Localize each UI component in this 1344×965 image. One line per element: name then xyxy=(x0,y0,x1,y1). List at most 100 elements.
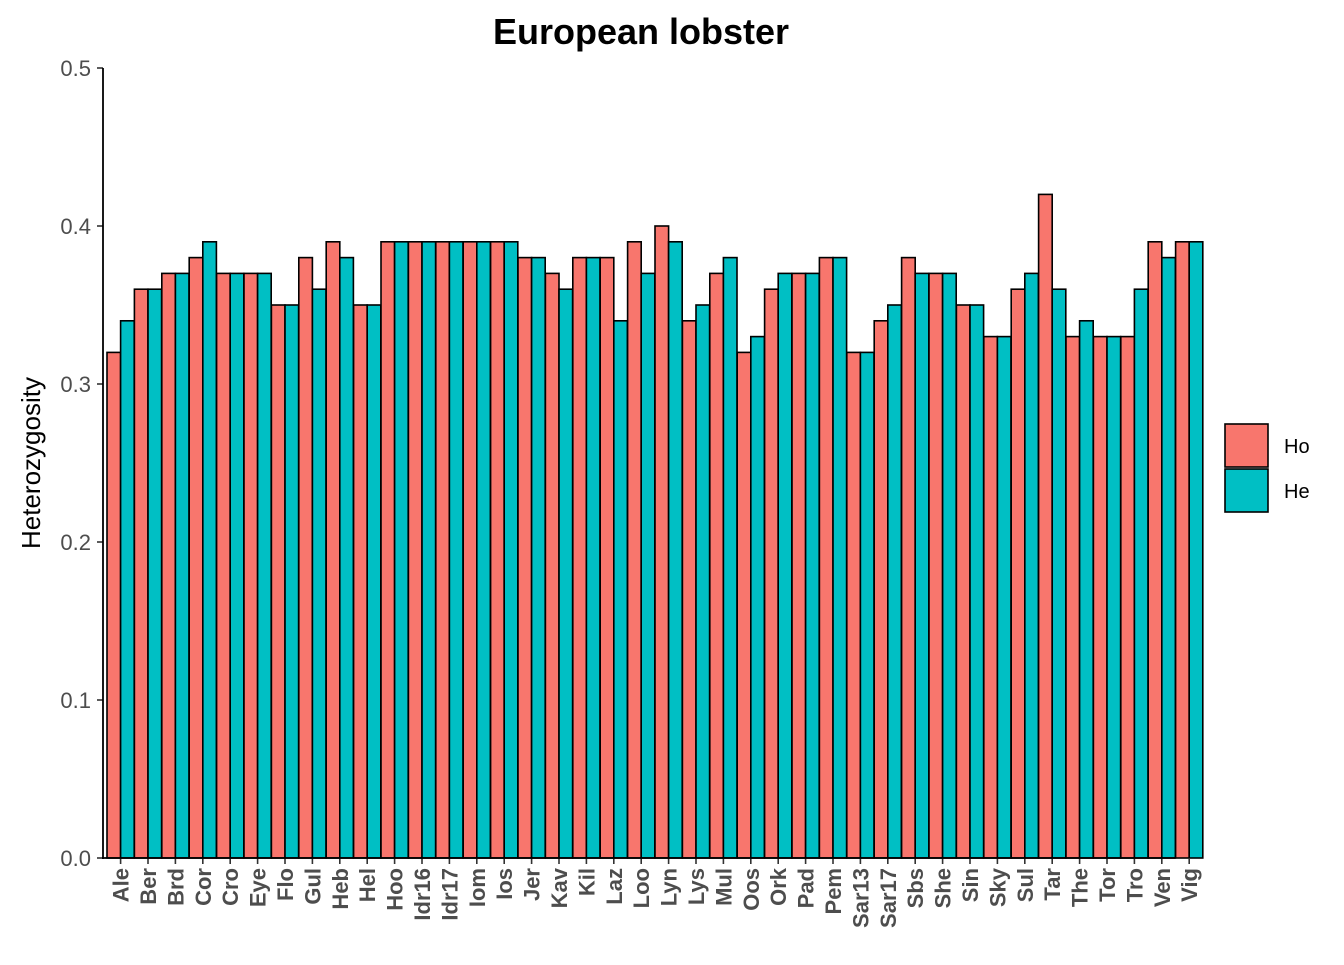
bar-ho-flo xyxy=(270,304,286,859)
bar-he-sul xyxy=(1024,272,1040,859)
bar-he-gul xyxy=(311,288,327,859)
bar-he-laz xyxy=(612,319,629,859)
bar-ho-vig xyxy=(1174,241,1190,859)
bar-ho-hel xyxy=(352,304,369,859)
bar-ho-cro xyxy=(215,272,232,859)
bar-ho-ale xyxy=(106,351,122,859)
y-tick-label: 0.4 xyxy=(60,214,91,239)
bar-ho-sar17 xyxy=(873,319,889,859)
x-tick-label: Ork xyxy=(766,867,791,906)
bar-ho-pad xyxy=(791,272,807,859)
bar-ho-kil xyxy=(571,256,588,859)
legend-label-ho: Ho xyxy=(1284,436,1310,458)
bar-he-sar17 xyxy=(886,304,903,859)
bar-he-the xyxy=(1078,319,1094,859)
bar-he-tar xyxy=(1051,288,1067,859)
x-tick-label: Tro xyxy=(1122,868,1147,902)
bar-ho-heb xyxy=(325,241,341,859)
bar-ho-sbs xyxy=(900,256,916,859)
x-tick-label: Loo xyxy=(629,868,654,908)
bar-he-brd xyxy=(174,272,190,859)
bar-ho-pem xyxy=(818,256,834,859)
x-tick-label: Ios xyxy=(492,868,517,900)
x-tick-label: She xyxy=(931,868,956,908)
bar-ho-mul xyxy=(708,272,725,859)
bar-ho-ork xyxy=(763,288,779,859)
x-tick-label: Ber xyxy=(136,868,161,905)
bar-he-cro xyxy=(229,272,245,859)
x-tick-label: Ale xyxy=(109,868,134,902)
x-tick-label: Kil xyxy=(574,868,599,896)
bar-he-loo xyxy=(640,272,656,859)
x-tick-label: Hel xyxy=(355,868,380,902)
bar-he-sky xyxy=(996,335,1012,859)
bar-he-iom xyxy=(475,241,492,859)
x-tick-label: Sin xyxy=(958,868,983,902)
x-tick-label: Oos xyxy=(739,868,764,911)
legend-key-he xyxy=(1224,468,1269,513)
bar-he-tro xyxy=(1133,288,1149,859)
x-tick-label: Jer xyxy=(520,868,545,901)
x-tick-label: Gul xyxy=(300,868,325,905)
x-tick-label: Lyn xyxy=(657,868,682,906)
x-tick-label: Hoo xyxy=(383,868,408,911)
bar-he-kav xyxy=(558,288,574,859)
bar-he-ale xyxy=(119,319,135,859)
x-tick-label: Brd xyxy=(163,868,188,906)
bar-he-idr17 xyxy=(448,241,464,859)
x-tick-label: Sar13 xyxy=(848,868,873,928)
x-tick-label: Sky xyxy=(985,867,1010,907)
bar-ho-ven xyxy=(1147,241,1163,859)
bar-ho-sin xyxy=(955,304,971,859)
x-tick-label: Heb xyxy=(328,868,353,910)
y-tick-label: 0.1 xyxy=(60,688,91,713)
bar-ho-ber xyxy=(133,288,149,859)
y-axis-label: Heterozygosity xyxy=(16,377,46,549)
bar-ho-eye xyxy=(243,272,259,859)
x-tick-label: Mul xyxy=(711,868,736,906)
bar-ho-laz xyxy=(599,256,615,859)
bar-ho-tro xyxy=(1120,335,1136,859)
bar-he-ber xyxy=(147,288,163,859)
bar-ho-kav xyxy=(544,272,560,859)
bar-he-ios xyxy=(503,241,519,859)
chart-title: European lobster xyxy=(493,11,789,52)
x-tick-label: Laz xyxy=(602,868,627,905)
x-tick-label: Cro xyxy=(218,868,243,906)
x-tick-label: Ven xyxy=(1150,868,1175,907)
x-tick-label: Pad xyxy=(794,868,819,908)
bar-he-pad xyxy=(804,272,820,859)
bar-he-jer xyxy=(530,256,546,859)
bar-he-idr16 xyxy=(421,241,437,859)
bar-he-ven xyxy=(1161,256,1177,859)
bar-he-heb xyxy=(338,256,355,859)
bar-ho-idr16 xyxy=(407,241,423,859)
bar-ho-cor xyxy=(188,256,204,859)
x-tick-label: Tor xyxy=(1095,868,1120,902)
x-tick-label: Flo xyxy=(273,868,298,901)
bar-he-sin xyxy=(969,304,985,859)
x-tick-label: Sul xyxy=(1013,868,1038,902)
bar-ho-she xyxy=(928,272,944,859)
x-tick-label: Cor xyxy=(191,868,216,906)
x-tick-label: Tar xyxy=(1040,868,1065,901)
bar-ho-sky xyxy=(982,335,999,859)
x-tick-label: Idr17 xyxy=(437,868,462,921)
bar-ho-tor xyxy=(1092,335,1108,859)
x-tick-label: The xyxy=(1068,868,1093,907)
bar-ho-the xyxy=(1065,335,1081,859)
bar-ho-gul xyxy=(297,256,314,859)
bar-he-hoo xyxy=(393,241,410,859)
bar-he-oos xyxy=(749,335,766,859)
bar-he-cor xyxy=(202,241,218,859)
x-tick-label: Pem xyxy=(821,868,846,914)
bar-ho-loo xyxy=(626,241,642,859)
bar-ho-lyn xyxy=(654,225,670,859)
bar-he-she xyxy=(941,272,957,859)
y-tick-label: 0.5 xyxy=(60,56,91,81)
bar-ho-oos xyxy=(736,351,752,859)
bar-he-lyn xyxy=(667,241,683,859)
legend-key-ho xyxy=(1224,423,1269,468)
